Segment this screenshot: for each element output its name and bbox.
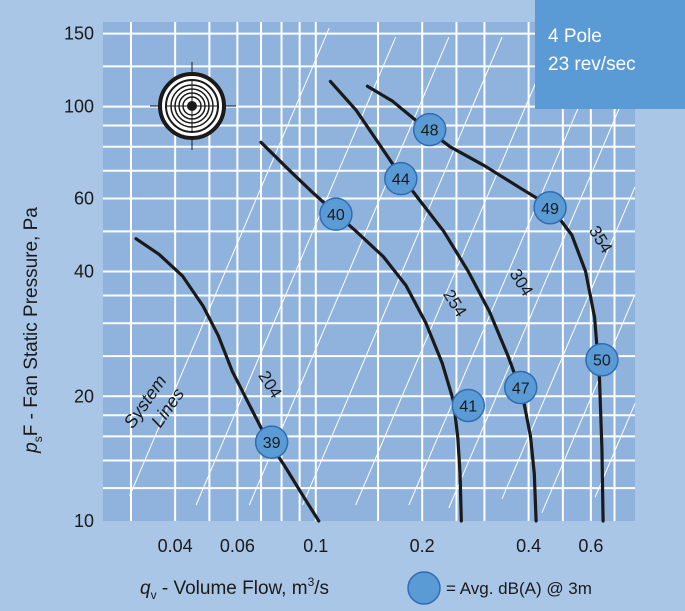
- db-marker-49: [533, 191, 567, 225]
- db-marker-label-39: 39: [263, 435, 281, 452]
- axes: 0.04 0.06 0.1 0.2 0.4 0.6 10 20 40 60 100 150: [64, 24, 603, 556]
- fan-curve-204: [134, 237, 321, 523]
- legend-text: = Avg. dB(A) @ 3m: [446, 579, 592, 598]
- y-axis-title-subscript: s: [31, 436, 45, 442]
- db-marker-label-40: 40: [327, 207, 345, 224]
- y-axis-title-symbol: p: [21, 442, 42, 454]
- db-marker-40: [319, 197, 353, 231]
- db-marker-50: [585, 342, 619, 377]
- x-axis-title-symbol: q: [140, 578, 151, 599]
- x-axis-title-tail: /s: [314, 578, 329, 599]
- db-marker-label-47: 47: [512, 380, 530, 397]
- y-tick-label: 20: [74, 386, 94, 406]
- y-tick-label: 60: [74, 189, 94, 209]
- x-tick-label: 0.6: [578, 536, 603, 556]
- db-marker-48: [412, 112, 447, 147]
- x-axis-title: qv - Volume Flow, m3/s: [140, 575, 329, 602]
- system-line: [448, 71, 636, 509]
- db-marker-41: [451, 388, 486, 423]
- db-marker-label-48: 48: [421, 123, 439, 140]
- db-marker-label-50: 50: [593, 353, 611, 370]
- x-tick-label: 0.2: [410, 536, 435, 556]
- db-marker-label-44: 44: [392, 172, 410, 189]
- db-marker-39: [254, 425, 289, 459]
- x-axis-title-subscript: v: [151, 588, 157, 602]
- fan-curve-304: [328, 79, 538, 523]
- y-tick-label: 10: [74, 511, 94, 531]
- db-marker-47: [503, 370, 538, 405]
- x-tick-label: 0.04: [158, 536, 193, 556]
- info-box-line-1: 4 Pole: [548, 26, 602, 47]
- fan-curve-254: [259, 140, 463, 523]
- system-line: [541, 294, 636, 513]
- y-axis-title-text: F - Fan Static Pressure, Pa: [21, 207, 42, 437]
- markers: 39 40 41 44 47 48 49 50: [254, 112, 619, 459]
- info-box-line-2: 23 rev/sec: [548, 54, 636, 75]
- info-box: 4 Pole 23 rev/sec: [535, 0, 685, 109]
- x-tick-label: 0.1: [303, 536, 328, 556]
- fan-icon: [150, 62, 236, 150]
- y-tick-label: 100: [64, 97, 94, 117]
- y-tick-label: 40: [74, 262, 94, 282]
- x-tick-label: 0.4: [516, 536, 541, 556]
- x-axis-title-sup: 3: [308, 575, 315, 589]
- y-tick-label: 150: [64, 24, 94, 44]
- system-line: [501, 186, 636, 499]
- x-tick-label: 0.06: [220, 536, 255, 556]
- legend: = Avg. dB(A) @ 3m: [407, 571, 592, 605]
- y-axis-title: psF - Fan Static Pressure, Pa: [21, 207, 45, 454]
- db-marker-label-41: 41: [459, 398, 477, 415]
- x-axis-title-text: - Volume Flow, m: [157, 578, 308, 599]
- db-marker-44: [384, 161, 418, 196]
- db-marker-label-49: 49: [541, 201, 559, 218]
- legend-marker: [407, 571, 441, 605]
